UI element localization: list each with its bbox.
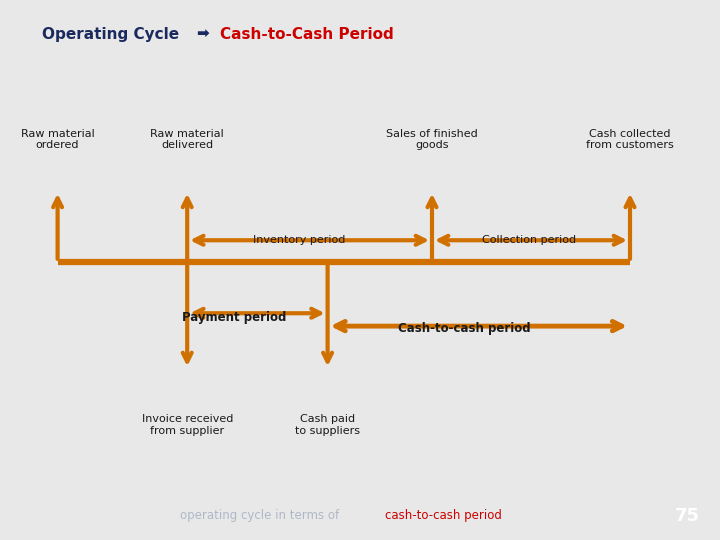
Text: Raw material
delivered: Raw material delivered — [150, 129, 224, 150]
Text: Inventory period: Inventory period — [253, 235, 345, 245]
Text: Sales of finished
goods: Sales of finished goods — [386, 129, 478, 150]
Text: ➡: ➡ — [196, 26, 209, 42]
Text: Cash paid
to suppliers: Cash paid to suppliers — [295, 414, 360, 436]
Text: Invoice received
from supplier: Invoice received from supplier — [142, 414, 233, 436]
Text: Cash-to-Cash Period: Cash-to-Cash Period — [220, 26, 393, 42]
Text: cash-to-cash period: cash-to-cash period — [385, 509, 502, 522]
Text: Cash-to-cash period: Cash-to-cash period — [398, 322, 531, 335]
Text: Operating Cycle: Operating Cycle — [42, 26, 184, 42]
Text: Cash collected
from customers: Cash collected from customers — [586, 129, 674, 150]
Text: operating cycle in terms of: operating cycle in terms of — [180, 509, 343, 522]
Text: Raw material
ordered: Raw material ordered — [21, 129, 94, 150]
Text: Payment period: Payment period — [182, 311, 286, 324]
Text: 75: 75 — [675, 507, 700, 525]
Text: Collection period: Collection period — [482, 235, 576, 245]
